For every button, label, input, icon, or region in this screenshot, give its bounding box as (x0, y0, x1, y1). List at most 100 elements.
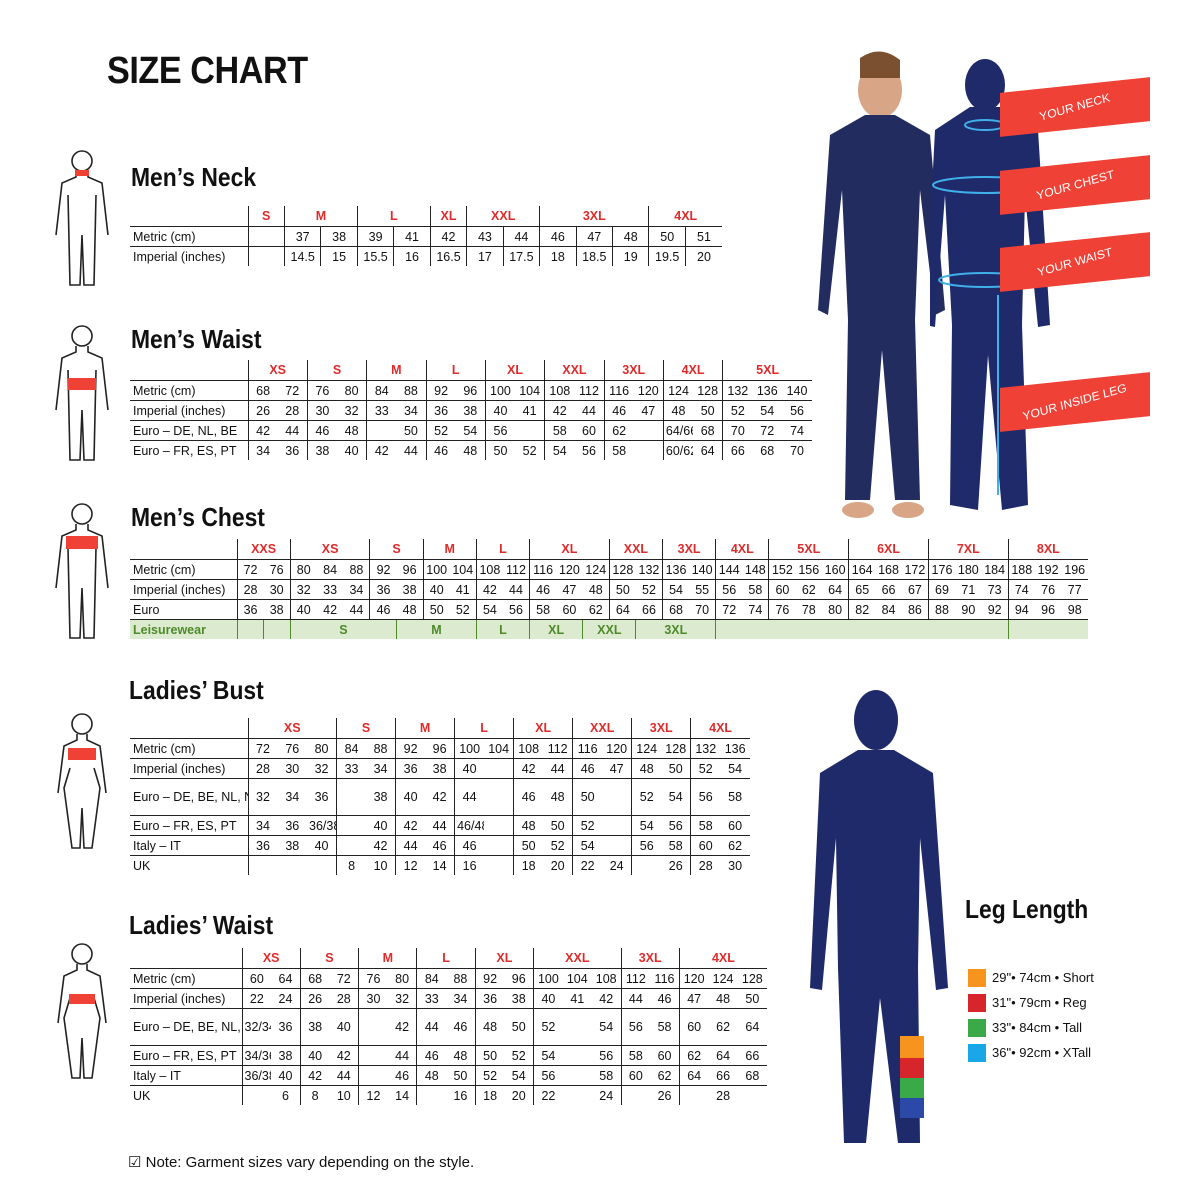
heading-ladies-bust: Ladies’ Bust (129, 675, 264, 705)
table-cell: 52 (474, 1065, 505, 1086)
table-cell: 136 (752, 380, 783, 401)
header-blank (130, 718, 248, 739)
table-cell (737, 1085, 767, 1105)
table-cell: 54 (720, 758, 750, 779)
table-cell (263, 619, 291, 639)
table-cell (633, 440, 664, 460)
table-cell: 96 (396, 559, 424, 580)
table-cell: 58 (742, 579, 769, 600)
table-cell (336, 778, 367, 816)
table-cell: 164 (848, 559, 876, 580)
table-cell: 56 (574, 440, 605, 460)
table-cell: 18 (474, 1085, 505, 1105)
table-cell: M (396, 619, 477, 639)
table-cell: 40 (454, 758, 485, 779)
table-row: Metric (cm) 72 76 80 84 88 92 96 100 104 108 112 116… (130, 738, 750, 759)
table-cell: 58 (690, 815, 721, 836)
table-cell: 80 (307, 738, 337, 759)
table-row: Euro – FR, ES, PT343636/3840424446/48485… (130, 815, 750, 836)
table-cell: 32 (337, 400, 367, 421)
table-cell: 46 (513, 778, 544, 816)
table-cell: 12 (395, 855, 426, 875)
table-cell: 30 (277, 758, 308, 779)
table-cell: 56 (484, 420, 516, 441)
table-cell: 42 (513, 758, 544, 779)
table-cell: 92 (981, 599, 1009, 620)
table-cell: 36 (247, 835, 278, 856)
table-row: Metric (cm) 60 64 68 72 76 80 84 88 92 96 100 104 108… (130, 968, 767, 989)
table-cell: 88 (366, 738, 396, 759)
table-cell: 44 (329, 1065, 359, 1086)
table-cell: 40 (422, 579, 450, 600)
table-cell: 32 (289, 579, 317, 600)
table-cell: 3XL (635, 619, 716, 639)
table-cell: 44 (395, 835, 426, 856)
table-cell: 43 (466, 226, 504, 247)
table-cell: 42 (247, 420, 278, 441)
table-cell (484, 815, 514, 836)
table-cell: 46 (425, 835, 455, 856)
leg-length-silhouette (810, 690, 948, 1143)
table-cell: 34 (343, 579, 370, 600)
table-cell: 92 (425, 380, 456, 401)
table-cell: 17.5 (502, 246, 540, 266)
table-cell: 32/34 (241, 1008, 272, 1046)
table-cell (562, 1045, 592, 1066)
table-cell: 86 (901, 599, 929, 620)
table-cell: 64 (822, 579, 849, 600)
table-cell: 100 (454, 738, 485, 759)
table-cell: 47 (602, 758, 632, 779)
table-cell: 116 (529, 559, 557, 580)
row-label: Imperial (inches) (130, 988, 242, 1009)
size-header-8xl: 8XL (1007, 539, 1088, 560)
table-cell: 62 (720, 835, 750, 856)
table-cell: 28 (708, 1085, 738, 1105)
legend-item: 29"• 74cm • Short (968, 965, 1094, 990)
table-cell: 40 (366, 815, 396, 836)
table-cell: 140 (782, 380, 812, 401)
label-your-neck: YOUR NECK (1038, 90, 1112, 124)
row-label: UK (130, 855, 248, 875)
table-cell: 34 (277, 778, 308, 816)
table-cell: 104 (484, 738, 514, 759)
row-label: Euro – DE, BE, NL, NO, SV, DK (130, 1008, 242, 1046)
table-cell (247, 246, 285, 266)
label-your-inside-leg: YOUR INSIDE LEG (1021, 380, 1129, 424)
size-header-l: L (425, 360, 486, 381)
table-cell: 98 (1061, 599, 1088, 620)
legend-label: 36"• 92cm • XTall (992, 1045, 1091, 1060)
table-cell: 47 (633, 400, 664, 421)
table-cell: 84 (336, 738, 367, 759)
table-cell: 38 (504, 988, 534, 1009)
row-label: Italy – IT (130, 835, 248, 856)
table-cell: 104 (562, 968, 592, 989)
page-title: SIZE CHART (107, 50, 308, 92)
table-cell: 38 (396, 579, 424, 600)
table-cell: 24 (591, 1085, 622, 1105)
table-cell: 41 (562, 988, 592, 1009)
table-cell: 68 (247, 380, 278, 401)
table-cell: 64 (708, 1045, 738, 1066)
table-row: Euro – DE, BE, NL, NO, SV, DK32/34363840… (130, 1008, 767, 1046)
table-cell (633, 420, 664, 441)
table-cell (602, 778, 632, 816)
table-cell: 84 (875, 599, 902, 620)
size-header-s: S (299, 948, 359, 969)
table-cell: 108 (544, 380, 575, 401)
table-cell: 48 (708, 988, 738, 1009)
table-cell: 34 (247, 440, 278, 460)
size-header-m: M (422, 539, 477, 560)
table-cell (562, 1065, 592, 1086)
table-cell: 15.5 (356, 246, 394, 266)
table-cell: 26 (299, 988, 330, 1009)
table-cell: 60 (650, 1045, 680, 1066)
table-cell: 72 (236, 559, 264, 580)
table-cell: 42 (387, 1008, 417, 1046)
table-cell: 26 (247, 400, 278, 421)
table-cell: 108 (513, 738, 544, 759)
table-cell: 50 (693, 400, 723, 421)
size-header-6xl: 6XL (848, 539, 929, 560)
heading-mens-waist: Men’s Waist (131, 324, 262, 354)
row-label: Euro – FR, ES, PT (130, 815, 248, 836)
table-cell: 36 (425, 400, 456, 421)
